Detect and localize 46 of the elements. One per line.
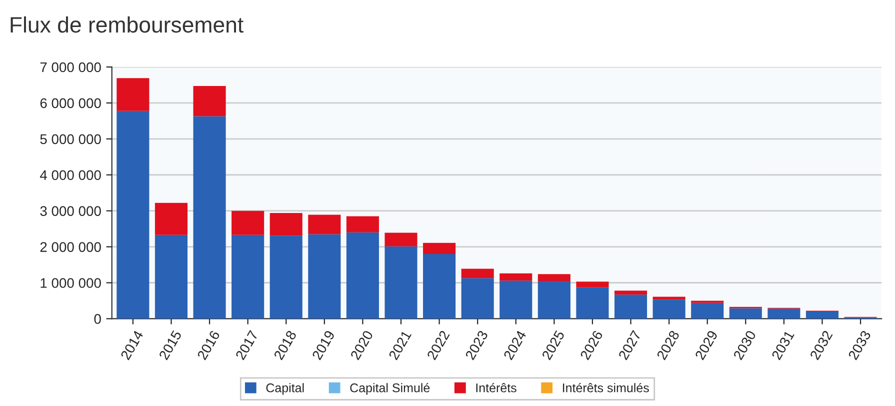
bar — [614, 290, 648, 295]
y-tick-label: 5 000 000 — [40, 134, 101, 144]
bar — [423, 254, 456, 319]
y-tick-label: 1 000 000 — [40, 278, 101, 288]
chart-title: Flux de remboursement — [10, 16, 244, 33]
bar — [691, 302, 724, 319]
bar — [576, 287, 609, 319]
bar — [461, 268, 494, 278]
bar — [232, 234, 264, 319]
bar — [423, 242, 456, 254]
bar — [461, 278, 494, 319]
bar — [308, 234, 341, 319]
bar — [193, 86, 226, 116]
bar — [500, 273, 532, 281]
bar — [193, 116, 226, 319]
y-tick-label: 0 — [94, 314, 101, 324]
legend-label: Capital Simulé — [350, 382, 430, 395]
y-tick-label: 2 000 000 — [40, 242, 101, 252]
bar — [614, 294, 648, 319]
bar — [384, 232, 418, 246]
bar — [154, 234, 188, 319]
y-tick-label: 3 000 000 — [40, 206, 101, 216]
y-tick-label: 7 000 000 — [40, 62, 101, 72]
bar — [116, 78, 150, 111]
bar — [652, 300, 686, 319]
bar — [346, 216, 379, 232]
legend-label: Intérêts simulés — [562, 382, 649, 392]
bar — [346, 232, 379, 319]
bar — [768, 308, 800, 319]
bar — [806, 312, 838, 319]
bar — [729, 308, 762, 319]
bar — [154, 202, 188, 235]
legend-label: Capital — [266, 383, 304, 395]
bar — [308, 214, 341, 234]
bar — [538, 274, 570, 281]
y-tick-label: 6 000 000 — [40, 98, 101, 108]
bar — [500, 280, 532, 319]
y-tick-label: 4 000 000 — [40, 170, 101, 180]
bar — [270, 212, 302, 236]
bar — [384, 246, 418, 319]
bar — [270, 236, 302, 319]
bar — [116, 110, 150, 319]
bar — [576, 282, 609, 288]
bar — [538, 280, 570, 319]
legend-label: Intérêts — [476, 382, 516, 392]
bar — [232, 210, 264, 235]
